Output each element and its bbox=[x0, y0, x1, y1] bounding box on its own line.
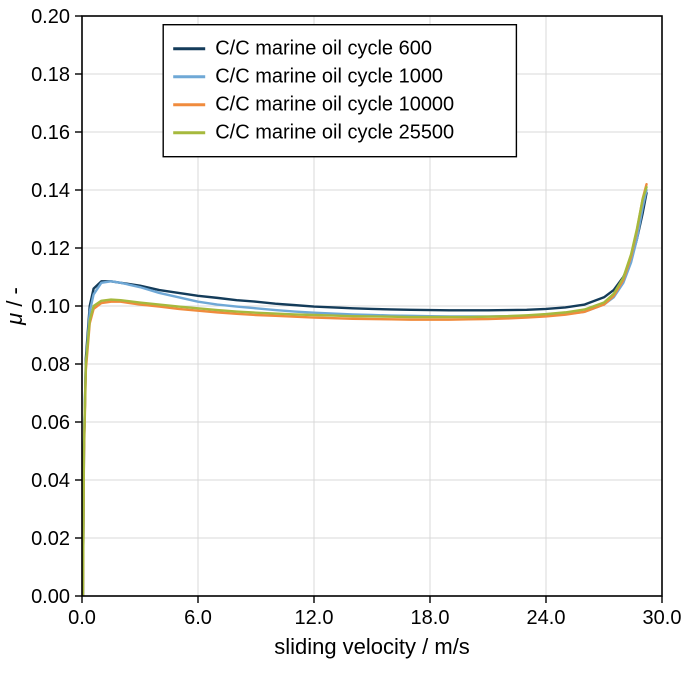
svg-text:12.0: 12.0 bbox=[295, 607, 334, 629]
svg-text:C/C marine oil cycle 1000: C/C marine oil cycle 1000 bbox=[215, 66, 443, 88]
svg-text:0.08: 0.08 bbox=[31, 354, 70, 376]
svg-text:0.16: 0.16 bbox=[31, 122, 70, 144]
svg-text:C/C marine oil cycle 10000: C/C marine oil cycle 10000 bbox=[215, 94, 454, 116]
svg-text:C/C marine oil cycle 600: C/C marine oil cycle 600 bbox=[215, 38, 432, 60]
svg-text:6.0: 6.0 bbox=[184, 607, 212, 629]
svg-text:0.06: 0.06 bbox=[31, 412, 70, 434]
svg-text:24.0: 24.0 bbox=[527, 607, 566, 629]
chart-canvas: 0.0 6.0 12.0 18.0 24.0 30.0 0.00 0.02 0.04 0.06 0.… bbox=[0, 0, 685, 680]
svg-text:0.18: 0.18 bbox=[31, 64, 70, 86]
friction-chart: 0.0 6.0 12.0 18.0 24.0 30.0 0.00 0.02 0.04 0.06 0.… bbox=[0, 0, 685, 680]
svg-text:μ / -: μ / - bbox=[2, 287, 27, 326]
svg-text:sliding velocity / m/s: sliding velocity / m/s bbox=[274, 634, 470, 659]
svg-text:0.02: 0.02 bbox=[31, 528, 70, 550]
svg-text:0.10: 0.10 bbox=[31, 296, 70, 318]
svg-text:0.0: 0.0 bbox=[68, 607, 96, 629]
svg-text:0.12: 0.12 bbox=[31, 238, 70, 260]
svg-text:C/C marine oil cycle 25500: C/C marine oil cycle 25500 bbox=[215, 122, 454, 144]
svg-text:0.04: 0.04 bbox=[31, 470, 70, 492]
svg-text:0.14: 0.14 bbox=[31, 180, 70, 202]
svg-text:30.0: 30.0 bbox=[643, 607, 682, 629]
svg-text:0.20: 0.20 bbox=[31, 6, 70, 28]
svg-text:0.00: 0.00 bbox=[31, 586, 70, 608]
svg-text:18.0: 18.0 bbox=[411, 607, 450, 629]
